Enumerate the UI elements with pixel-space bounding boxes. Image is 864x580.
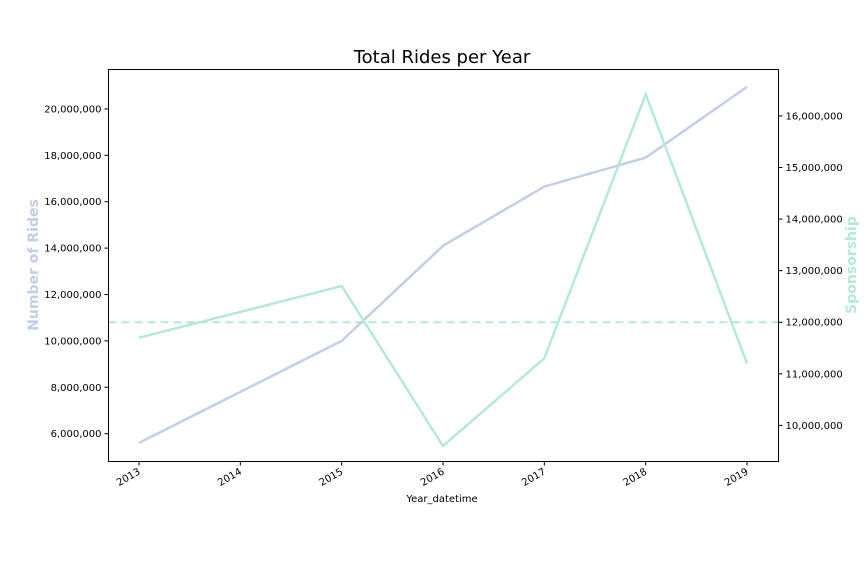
- x-tick-label: 2014: [216, 467, 244, 489]
- right-y-tick-label: 10,000,000: [786, 421, 843, 432]
- x-tick-label: 2013: [115, 467, 143, 489]
- x-tick-label: 2018: [622, 467, 650, 489]
- left-y-tick-label: 14,000,000: [44, 244, 101, 255]
- x-tick-label: 2015: [318, 467, 346, 489]
- right-y-tick-label: 14,000,000: [786, 215, 843, 226]
- left-y-tick-label: 12,000,000: [44, 290, 101, 301]
- left-y-tick-label: 18,000,000: [44, 151, 101, 162]
- right-axis-label: Sponsorship: [844, 216, 860, 314]
- plot-frame: [108, 69, 779, 462]
- left-y-tick-label: 20,000,000: [44, 104, 101, 115]
- right-y-tick-label: 16,000,000: [786, 111, 843, 122]
- right-y-tick-label: 15,000,000: [786, 163, 843, 174]
- plot-layer: 2013 2014 2015 2016 2017 2018 2019 6,000,000 8,0…: [44, 85, 843, 489]
- left-y-tick-label: 16,000,000: [44, 197, 101, 208]
- x-tick-label: 2019: [723, 467, 751, 489]
- sponsorship-line: [138, 90, 749, 448]
- rides-line: [138, 85, 748, 445]
- right-y-tick-label: 11,000,000: [786, 369, 843, 380]
- right-y-tick-label: 12,000,000: [786, 318, 843, 329]
- left-axis-label: Number of Rides: [26, 199, 42, 331]
- x-axis-label: Year_datetime: [405, 494, 477, 505]
- x-tick-label: 2016: [419, 467, 447, 489]
- left-y-tick-label: 8,000,000: [51, 383, 102, 394]
- left-y-tick-label: 10,000,000: [44, 336, 101, 347]
- right-y-tick-label: 13,000,000: [786, 266, 843, 277]
- left-y-tick-label: 6,000,000: [51, 429, 102, 440]
- chart-title: Total Rides per Year: [353, 47, 531, 68]
- x-tick-label: 2017: [520, 467, 548, 489]
